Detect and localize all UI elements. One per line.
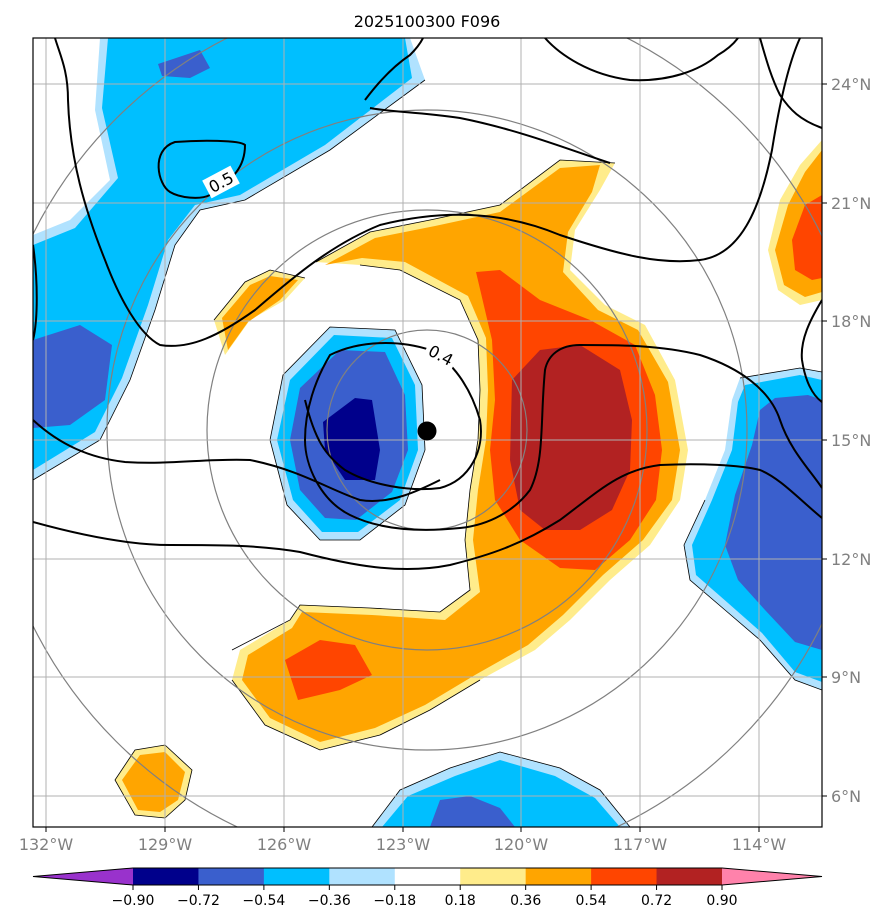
storm-center-dot bbox=[417, 421, 437, 441]
lon-label: 126°W bbox=[257, 835, 312, 854]
lat-label: 9°N bbox=[831, 668, 861, 687]
colorbar-swatch bbox=[656, 868, 723, 885]
figure-title: 2025100300 F096 bbox=[354, 12, 501, 31]
colorbar-swatch bbox=[133, 868, 199, 885]
lon-label: 132°W bbox=[19, 835, 74, 854]
colorbar-tick-label: −0.90 bbox=[112, 893, 155, 909]
colorbar-swatch bbox=[263, 868, 330, 885]
colorbar-tick-label: −0.72 bbox=[177, 893, 220, 909]
lat-label: 18°N bbox=[831, 312, 871, 331]
range-rings bbox=[33, 38, 822, 827]
shade-outlines bbox=[33, 79, 822, 827]
map-panel: 0.5 0.4 bbox=[32, 37, 823, 828]
colorbar-swatch bbox=[525, 868, 592, 885]
colorbar-tick-label: 0.90 bbox=[706, 893, 737, 909]
colorbar-swatch bbox=[591, 868, 658, 885]
colorbar-tick-label: 0.72 bbox=[641, 893, 672, 909]
shade-mid-blue-south bbox=[430, 796, 515, 827]
lat-labels: 24°N 21°N 18°N 15°N 12°N 9°N 6°N bbox=[831, 75, 871, 806]
lon-label: 129°W bbox=[138, 835, 193, 854]
lon-label: 114°W bbox=[732, 835, 787, 854]
shade-mid-blue-top bbox=[158, 50, 210, 78]
lon-labels: 132°W 129°W 126°W 123°W 120°W 117°W 114°… bbox=[19, 835, 787, 854]
colorbar-extend-max bbox=[722, 868, 822, 885]
colorbar-swatch bbox=[460, 868, 527, 885]
gridlines bbox=[33, 38, 822, 827]
lon-label: 123°W bbox=[376, 835, 431, 854]
colorbar-tick-label: 0.36 bbox=[510, 893, 541, 909]
lat-label: 21°N bbox=[831, 194, 871, 213]
colorbar: −0.90 −0.72 −0.54 −0.36 −0.18 0.18 0.36 0.54 0.7… bbox=[32, 867, 823, 909]
colorbar-swatch bbox=[394, 868, 461, 885]
lat-label: 12°N bbox=[831, 550, 871, 569]
shade-orange-sw bbox=[122, 752, 185, 812]
lon-label: 117°W bbox=[613, 835, 668, 854]
colorbar-swatch bbox=[329, 868, 396, 885]
lat-label: 6°N bbox=[831, 787, 861, 806]
shade-navy-core bbox=[323, 398, 380, 480]
colorbar-tick-label: −0.54 bbox=[242, 893, 285, 909]
shade-mid-blue-east bbox=[725, 395, 822, 650]
colorbar-tick-label: 0.18 bbox=[445, 893, 476, 909]
colorbar-swatch bbox=[198, 868, 265, 885]
shade-red-east bbox=[792, 195, 822, 280]
axis-ticks bbox=[45, 83, 827, 832]
map-frame bbox=[32, 37, 823, 828]
shade-mid-blue-nw bbox=[33, 325, 112, 428]
colorbar-tick-label: −0.18 bbox=[373, 893, 416, 909]
lon-label: 120°W bbox=[494, 835, 549, 854]
contour-lines bbox=[33, 38, 822, 571]
colorbar-tick-label: 0.54 bbox=[576, 893, 607, 909]
shade-dark-red-band bbox=[510, 345, 632, 530]
shade-orange-band bbox=[222, 165, 680, 742]
colorbar-tick-label: −0.36 bbox=[308, 893, 351, 909]
lat-label: 15°N bbox=[831, 431, 871, 450]
colorbar-extend-min bbox=[33, 868, 133, 885]
shade-blue-nw bbox=[33, 38, 412, 470]
shaded-field bbox=[33, 38, 822, 827]
lat-label: 24°N bbox=[831, 75, 871, 94]
